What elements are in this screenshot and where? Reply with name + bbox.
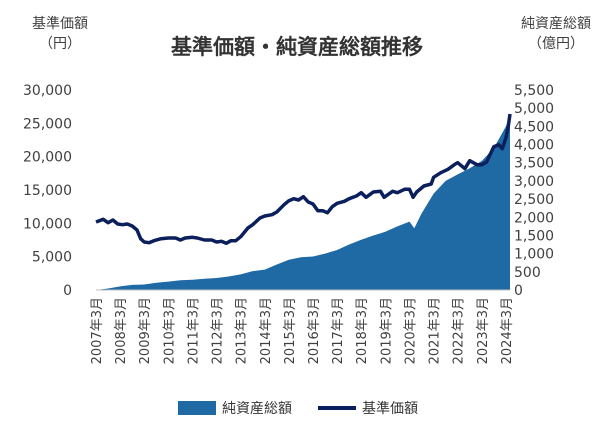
x-tick-label: 2010年3月 [162, 297, 177, 364]
x-tick-label: 2012年3月 [211, 297, 226, 364]
plot-area [95, 113, 512, 291]
x-axis-ticks: 2007年3月 2008年3月 2009年3月 2010年3月 2011年3月 2012年… [90, 297, 515, 364]
right-tick-label: 1,500 [514, 228, 554, 244]
series-line-nav [95, 113, 512, 246]
x-tick-label: 2008年3月 [114, 297, 129, 364]
x-tick-label: 2015年3月 [283, 297, 298, 364]
left-tick-label: 15,000 [23, 183, 72, 199]
legend-swatch-net-assets [178, 401, 216, 415]
right-tick-label: 2,500 [514, 192, 554, 208]
right-tick-label: 1,000 [514, 247, 554, 263]
x-tick-label: 2022年3月 [452, 297, 467, 364]
chart-title: 基準価額・純資産総額推移 [171, 35, 423, 59]
left-tick-label: 5,000 [32, 250, 72, 266]
left-tick-label: 10,000 [23, 216, 72, 232]
x-tick-label: 2021年3月 [428, 297, 443, 364]
left-axis-unit-line1: 基準価額 [32, 15, 88, 32]
x-tick-label: 2017年3月 [331, 297, 346, 364]
right-tick-label: 0 [514, 283, 523, 299]
x-tick-label: 2011年3月 [186, 297, 201, 364]
x-tick-label: 2018年3月 [355, 297, 370, 364]
x-tick-label: 2024年3月 [500, 297, 515, 364]
x-tick-label: 2007年3月 [90, 297, 105, 364]
right-tick-label: 4,000 [514, 138, 554, 154]
left-tick-label: 20,000 [23, 150, 72, 166]
x-tick-label: 2014年3月 [259, 297, 274, 364]
right-tick-label: 3,000 [514, 174, 554, 190]
right-tick-label: 4,500 [514, 119, 554, 135]
x-tick-label: 2023年3月 [476, 297, 491, 364]
left-tick-label: 25,000 [23, 116, 72, 132]
x-tick-label: 2009年3月 [138, 297, 153, 364]
right-axis-ticks: 0 500 1,000 1,500 2,000 2,500 3,000 3,500 4,000 4… [514, 83, 554, 299]
x-tick-label: 2020年3月 [404, 297, 419, 364]
x-tick-label: 2019年3月 [379, 297, 394, 364]
left-tick-label: 30,000 [23, 83, 72, 99]
x-tick-label: 2016年3月 [307, 297, 322, 364]
right-tick-label: 500 [514, 265, 541, 281]
legend-label-net-assets: 純資産総額 [222, 401, 292, 417]
right-axis-unit-line2: （億円） [528, 36, 584, 52]
series-area-net-assets [96, 115, 510, 290]
left-axis-ticks: 0 5,000 10,000 15,000 20,000 25,000 30,000 [23, 83, 72, 299]
left-axis-unit-line2: （円） [39, 36, 81, 52]
right-axis-unit-line1: 純資産総額 [521, 16, 591, 32]
right-tick-label: 5,500 [514, 83, 554, 99]
left-tick-label: 0 [63, 283, 72, 299]
x-tick-label: 2013年3月 [235, 297, 250, 364]
right-tick-label: 2,000 [514, 210, 554, 226]
right-tick-label: 5,000 [514, 101, 554, 117]
legend-label-nav: 基準価額 [362, 400, 418, 417]
legend: 純資産総額 基準価額 [178, 400, 418, 417]
right-tick-label: 3,500 [514, 156, 554, 172]
